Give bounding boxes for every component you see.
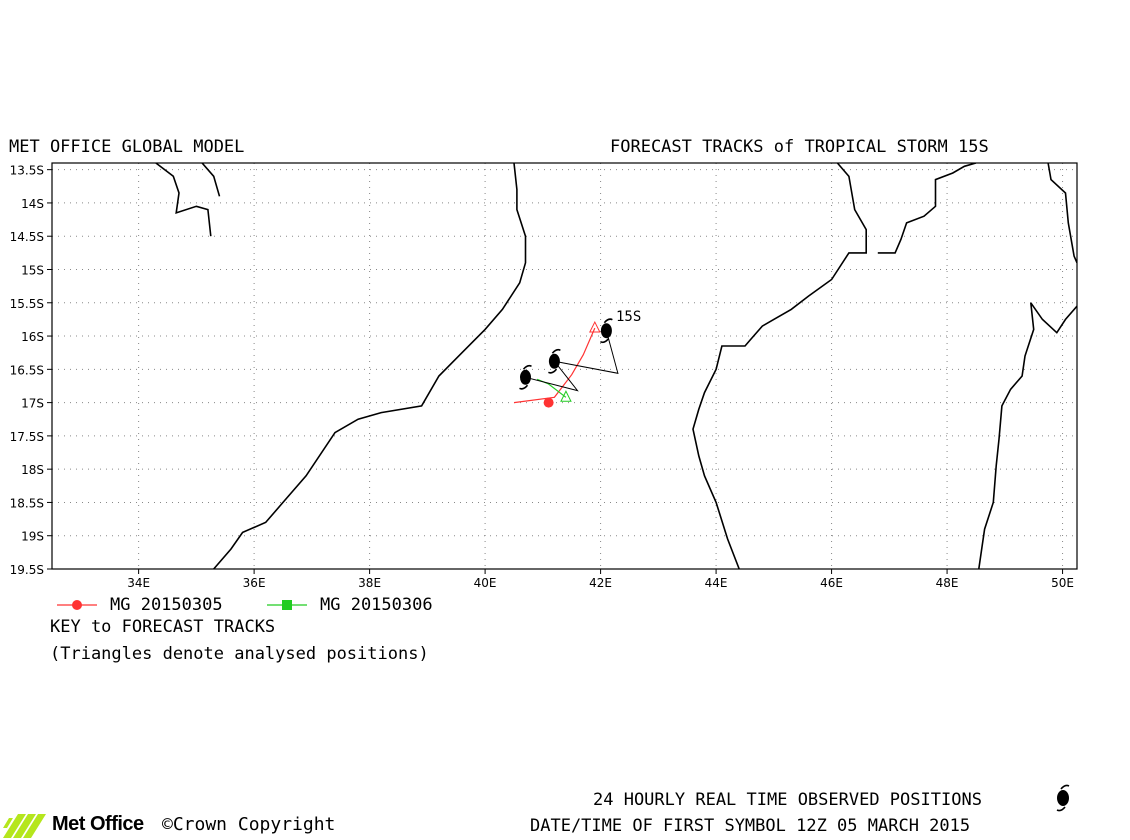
y-tick-label: 17.5S [10, 430, 44, 444]
forecast-track-line [513, 327, 596, 404]
y-tick-label: 18.5S [10, 496, 44, 510]
cyclone-arm [603, 318, 613, 324]
legend-swatch-mg-20150305 [57, 600, 97, 610]
x-tick-label: 40E [474, 576, 497, 590]
map-frame [51, 162, 1078, 570]
cyclone-body [520, 369, 531, 385]
legend-swatch-mg-20150306 [267, 600, 307, 610]
copyright: ©Crown Copyright [162, 814, 336, 835]
x-tick-label: 34E [127, 576, 150, 590]
coastline [213, 163, 527, 569]
model-title: MET OFFICE GLOBAL MODEL [9, 137, 245, 157]
coastline [1047, 163, 1077, 264]
triangles-note: (Triangles denote analysed positions) [50, 644, 429, 664]
graticule [47, 163, 1077, 574]
y-tick-label: 14S [21, 197, 44, 211]
met-office-logo-icon [3, 814, 46, 838]
cyclone-arm [522, 364, 532, 370]
legend-label-mg-20150305: MG 20150305 [110, 595, 223, 615]
chart-title: FORECAST TRACKS of TROPICAL STORM 15S [610, 137, 989, 157]
forecast-position-dot [543, 397, 554, 408]
met-office-logo-text: Met Office [52, 813, 144, 835]
observed-track [519, 318, 619, 392]
x-tick-label: 46E [820, 576, 843, 590]
x-tick-label: 38E [358, 576, 381, 590]
observed-positions-note: 24 HOURLY REAL TIME OBSERVED POSITIONS [593, 790, 982, 810]
cyclone-symbol [548, 348, 561, 374]
key-title: KEY to FORECAST TRACKS [50, 617, 276, 637]
y-tick-label: 13.5S [10, 164, 44, 178]
storm-label: 15S [616, 309, 641, 325]
x-tick-label: 50E [1051, 576, 1074, 590]
cyclone-arm [548, 368, 558, 374]
coastline [155, 163, 212, 237]
x-tick-label: 48E [936, 576, 959, 590]
coastline [201, 163, 221, 197]
cyclone-arm [600, 338, 610, 344]
axis-labels: 34E 36E 38E 40E 42E 44E 46E 48E 50E 13.5S 14S 14.5S… [10, 164, 1074, 590]
y-tick-label: 14.5S [10, 230, 44, 244]
coastline [877, 163, 977, 254]
cyclone-arm [519, 384, 529, 390]
first-symbol-note: DATE/TIME OF FIRST SYMBOL 12Z 05 MARCH 2… [530, 816, 971, 836]
y-tick-label: 18S [21, 463, 44, 477]
x-tick-label: 42E [589, 576, 612, 590]
legend-label-mg-20150306: MG 20150306 [320, 595, 433, 615]
x-tick-label: 44E [705, 576, 728, 590]
cyclone-symbol [600, 318, 613, 344]
coastline [978, 302, 1077, 569]
y-tick-label: 15.5S [10, 297, 44, 311]
analysed-position-triangle [560, 390, 572, 402]
y-tick-label: 16S [21, 330, 44, 344]
observed-track-line [525, 330, 619, 392]
cyclone-body [548, 353, 560, 369]
cyclone-body [600, 323, 612, 339]
y-tick-label: 19.5S [10, 563, 44, 577]
x-tick-label: 36E [243, 576, 266, 590]
cyclone-symbol-icon [1056, 784, 1070, 812]
cyclone-arm [551, 348, 561, 354]
y-tick-label: 19S [21, 530, 44, 544]
coastline [692, 163, 868, 569]
y-tick-label: 15S [21, 263, 44, 277]
coastlines [155, 163, 1077, 569]
y-tick-label: 16.5S [10, 363, 44, 377]
cyclone-symbol [519, 364, 532, 390]
forecast-tracks [513, 320, 601, 408]
y-tick-label: 17S [21, 397, 44, 411]
analysed-position-triangle [589, 320, 601, 333]
